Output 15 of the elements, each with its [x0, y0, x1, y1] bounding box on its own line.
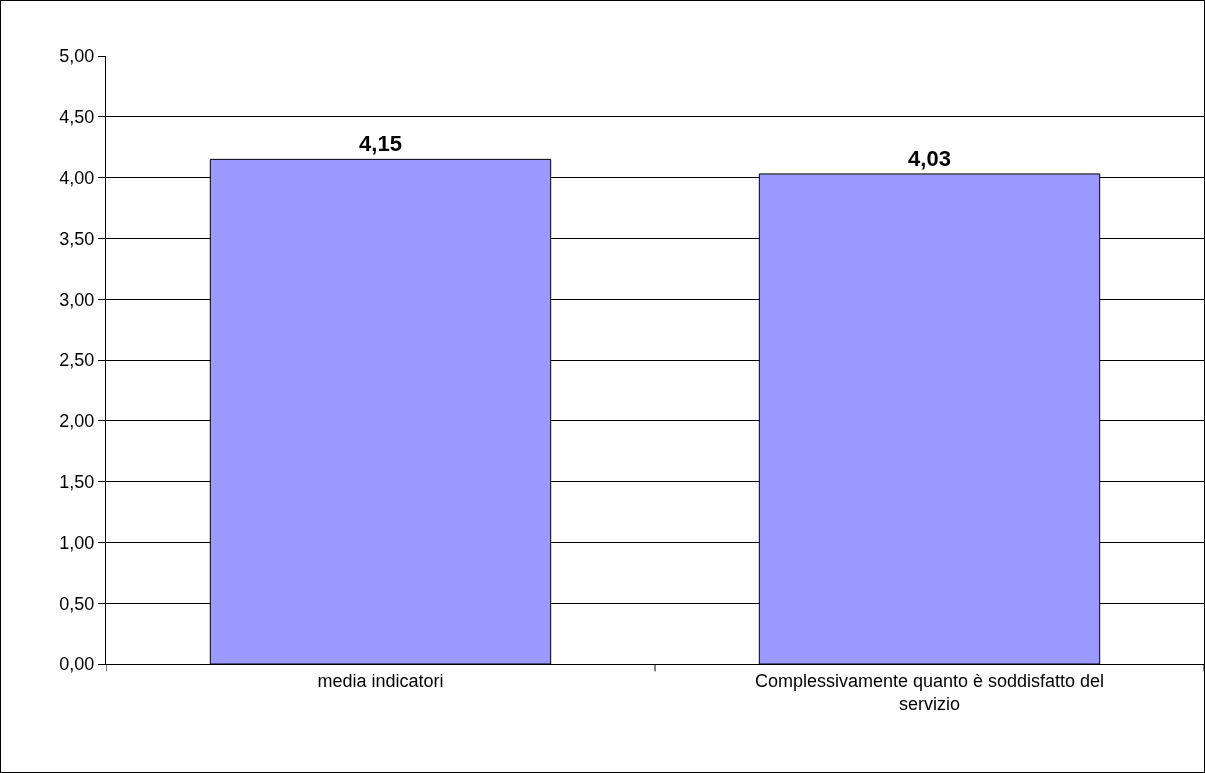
y-tick-label: 5,00 [59, 46, 95, 67]
y-tick-label: 2,50 [59, 350, 95, 371]
y-tick-label: 1,00 [59, 532, 95, 553]
y-tick-label: 0,00 [59, 654, 95, 675]
y-tick-label: 4,50 [59, 107, 95, 128]
data-label: 4,15 [359, 131, 402, 157]
y-tick-label: 0,50 [59, 593, 95, 614]
x-tick-label: Complessivamente quanto è soddisfatto del servizio [754, 670, 1105, 714]
y-tick-label: 2,00 [59, 411, 95, 432]
y-tick-label: 1,50 [59, 471, 95, 492]
data-label: 4,03 [908, 145, 951, 171]
y-tick-label: 4,00 [59, 167, 95, 188]
y-tick-label: 3,00 [59, 289, 95, 310]
x-tick-label: media indicatori [317, 670, 444, 691]
y-tick-label: 3,50 [59, 228, 95, 249]
